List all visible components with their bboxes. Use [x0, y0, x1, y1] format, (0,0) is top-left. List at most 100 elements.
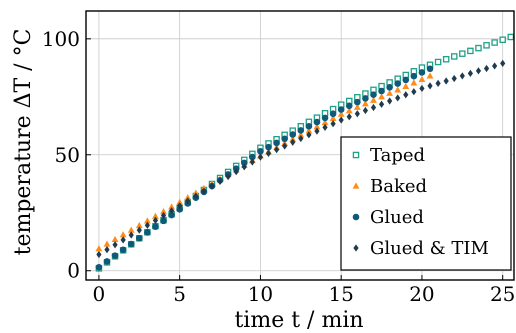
- data-point: [434, 58, 442, 66]
- data-point: [225, 172, 231, 181]
- data-point: [112, 241, 118, 249]
- data-point: [290, 138, 296, 146]
- data-point: [442, 55, 450, 63]
- data-point: [410, 79, 418, 86]
- x-tick-label: 15: [328, 282, 353, 306]
- data-point: [313, 118, 321, 126]
- plot-frame: [85, 10, 515, 281]
- legend-label: Glued & TIM: [370, 238, 489, 259]
- data-point: [119, 231, 127, 238]
- data-point: [95, 245, 103, 252]
- data-point: [136, 226, 142, 234]
- data-point: [402, 82, 410, 89]
- data-point: [184, 194, 192, 201]
- data-point: [168, 211, 175, 219]
- data-point: [362, 100, 369, 107]
- data-point: [386, 89, 394, 96]
- data-point: [298, 134, 304, 143]
- data-point: [143, 217, 151, 224]
- data-point: [95, 263, 103, 271]
- data-point: [249, 158, 255, 166]
- data-point: [492, 62, 498, 70]
- data-point: [370, 103, 377, 112]
- legend-box: [340, 136, 512, 271]
- data-point: [387, 97, 393, 105]
- data-point: [411, 88, 417, 96]
- x-tick-label: 25: [490, 282, 515, 306]
- data-point: [135, 234, 143, 242]
- data-point: [144, 221, 150, 229]
- data-point: [426, 72, 434, 79]
- data-point: [426, 65, 434, 73]
- data-point: [345, 107, 353, 114]
- data-point: [322, 123, 328, 132]
- data-point: [241, 163, 247, 171]
- data-point: [467, 69, 473, 77]
- x-tick-label: 20: [409, 282, 434, 306]
- data-point: [483, 42, 490, 49]
- data-point: [297, 131, 305, 138]
- data-point: [386, 83, 393, 91]
- data-point: [329, 114, 337, 121]
- data-point: [395, 94, 401, 102]
- data-point: [410, 72, 418, 80]
- data-point: [338, 116, 344, 124]
- data-point: [329, 110, 337, 118]
- data-point: [127, 226, 135, 233]
- legend-marker: [353, 244, 359, 252]
- data-point: [337, 106, 345, 113]
- data-point: [305, 122, 313, 130]
- data-point: [185, 197, 191, 205]
- data-point: [273, 146, 280, 154]
- data-point: [306, 131, 312, 139]
- data-point: [177, 202, 183, 210]
- data-point: [353, 103, 361, 110]
- data-point: [120, 236, 126, 244]
- data-point: [152, 212, 159, 219]
- x-tick-label: 5: [173, 282, 186, 306]
- data-point: [370, 96, 377, 103]
- data-point: [394, 80, 402, 87]
- data-point: [435, 79, 441, 87]
- legend-marker: [352, 213, 360, 221]
- data-point: [289, 131, 297, 138]
- data-point: [209, 182, 215, 190]
- data-point: [403, 91, 409, 99]
- data-point: [160, 211, 167, 220]
- data-point: [378, 87, 385, 95]
- data-point: [491, 39, 498, 46]
- data-point: [104, 246, 110, 254]
- data-point: [305, 127, 313, 134]
- data-point: [201, 187, 207, 195]
- data-point: [321, 118, 329, 126]
- x-tick-label: 10: [248, 282, 273, 306]
- data-point: [103, 240, 111, 247]
- data-point: [233, 168, 239, 176]
- data-point: [419, 84, 425, 93]
- data-point: [119, 246, 127, 254]
- data-point: [169, 207, 175, 215]
- data-point: [273, 139, 280, 147]
- data-point: [370, 91, 377, 99]
- y-tick-label: 100: [42, 27, 80, 51]
- data-point: [500, 59, 506, 68]
- data-point: [281, 135, 288, 143]
- plot-series: [95, 33, 515, 272]
- legend-marker: [352, 151, 360, 159]
- data-point: [507, 33, 515, 41]
- data-point: [160, 217, 167, 225]
- data-point: [450, 53, 458, 60]
- series-1: [95, 72, 434, 252]
- data-point: [443, 77, 449, 85]
- data-point: [418, 75, 426, 83]
- data-point: [378, 100, 385, 108]
- data-point: [128, 231, 134, 239]
- data-point: [217, 177, 223, 186]
- legend-marker: [352, 182, 360, 189]
- legend-label: Taped: [370, 145, 425, 166]
- data-point: [103, 258, 111, 265]
- data-point: [135, 221, 143, 229]
- data-point: [475, 44, 482, 52]
- series-3: [96, 59, 506, 259]
- axis-ticks: 0 5 10 15 20 25 0 50 100: [42, 27, 516, 306]
